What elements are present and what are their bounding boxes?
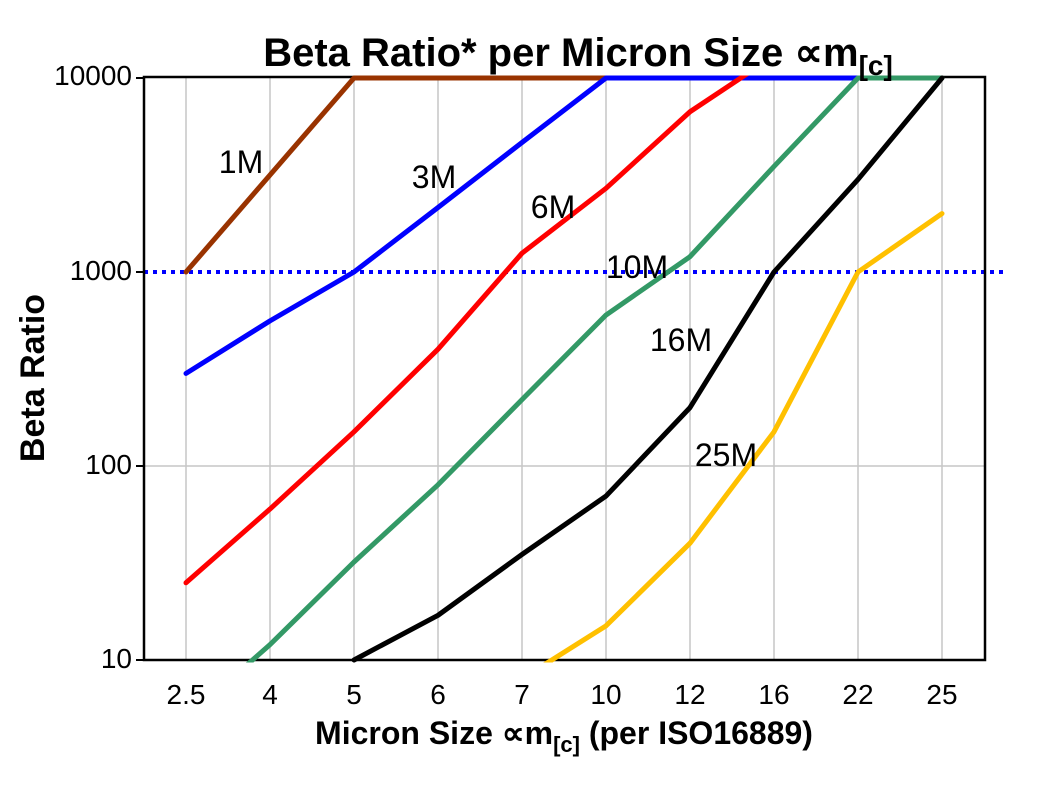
series-line-6M: [183, 75, 750, 586]
y-axis-tick-marks: [136, 77, 144, 661]
series-line-16M: [351, 75, 945, 663]
series-label-3M: 3M: [412, 159, 456, 195]
x-tick-6: 6: [430, 679, 446, 710]
series-label-16M: 16M: [650, 322, 712, 358]
series-label-6M: 6M: [531, 189, 575, 225]
y-tick-10000: 10000: [54, 60, 132, 91]
series-lines: [183, 75, 945, 663]
series-line-25M: [543, 211, 945, 663]
y-tick-100: 100: [85, 449, 132, 480]
x-tick-25: 25: [926, 679, 957, 710]
gridlines: [144, 78, 985, 660]
y-tick-10: 10: [101, 643, 132, 674]
x-tick-4: 4: [262, 679, 278, 710]
chart-title: Beta Ratio* per Micron Size ∝m[c]: [263, 31, 893, 81]
series-labels: 1M 3M 6M 10M 16M 25M: [219, 144, 757, 473]
x-tick-10: 10: [590, 679, 621, 710]
x-axis-tick-labels: 2.5 4 5 6 7 10 12 16 22 25: [167, 679, 958, 710]
series-line-3M: [183, 75, 861, 376]
series-label-1M: 1M: [219, 144, 263, 180]
x-tick-7: 7: [514, 679, 530, 710]
x-tick-16: 16: [758, 679, 789, 710]
series-label-25M: 25M: [695, 437, 757, 473]
series-line-10M: [245, 75, 945, 663]
y-axis-title: Beta Ratio: [14, 294, 52, 462]
y-tick-1000: 1000: [70, 255, 132, 286]
x-axis-title: Micron Size ∝m[c] (per ISO16889): [315, 715, 813, 757]
series-line-1M: [183, 75, 609, 275]
x-tick-12: 12: [674, 679, 705, 710]
x-tick-22: 22: [842, 679, 873, 710]
x-tick-2.5: 2.5: [167, 679, 206, 710]
x-tick-5: 5: [346, 679, 362, 710]
series-label-10M: 10M: [606, 249, 668, 285]
